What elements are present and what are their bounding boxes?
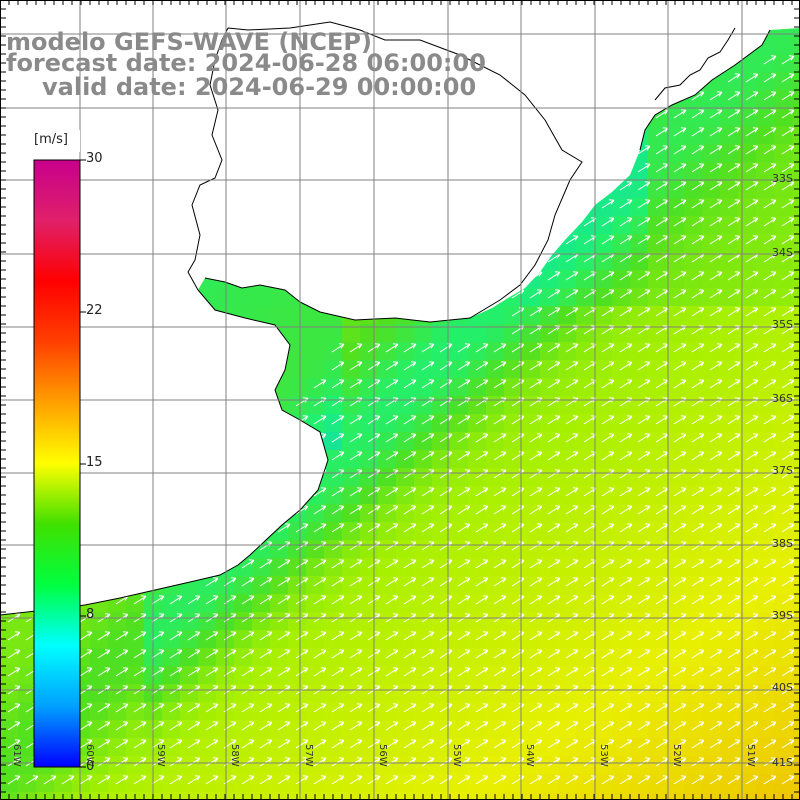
coastline: [0, 21, 771, 616]
colorbar-ticks: [80, 159, 86, 768]
colorbar-tick: 15: [86, 455, 103, 470]
colorbar-unit: [m/s]: [34, 132, 68, 147]
longitude-label: 54W: [524, 744, 535, 767]
latitude-label: 35S: [772, 318, 793, 331]
valid-date: valid date: 2024-06-29 00:00:00: [42, 73, 477, 101]
colorbar-tick: 8: [86, 607, 95, 622]
colorbar-tick: 0: [86, 759, 95, 774]
colorbar-unit-bg: [30, 130, 80, 152]
colorbar: [33, 159, 81, 768]
latitude-label: 39S: [772, 609, 793, 622]
latitude-label: 38S: [772, 537, 793, 550]
colorbar-tick: 22: [86, 303, 103, 318]
forecast-date: forecast date: 2024-06-28 06:00:00: [6, 49, 486, 77]
longitude-label: 51W: [745, 744, 756, 767]
longitude-label: 55W: [451, 744, 462, 767]
longitude-label: 56W: [377, 744, 388, 767]
longitude-label: 60W: [84, 744, 95, 767]
colorbar-tick: 30: [86, 151, 103, 166]
longitude-label: 57W: [303, 744, 314, 767]
land-mask: [0, 0, 800, 615]
latitude-label: 33S: [772, 172, 793, 185]
latitude-label: 40S: [772, 681, 793, 694]
longitude-label: 58W: [229, 744, 240, 767]
latitude-label: 37S: [772, 464, 793, 477]
longitude-label: 52W: [671, 744, 682, 767]
longitude-label: 59W: [155, 744, 166, 767]
longitude-label: 61W: [11, 744, 22, 767]
latitude-label: 34S: [772, 246, 793, 259]
longitude-label: 53W: [598, 744, 609, 767]
latitude-label: 41S: [772, 756, 793, 769]
latitude-label: 36S: [772, 392, 793, 405]
model-title: modelo GEFS-WAVE (NCEP): [6, 28, 372, 56]
